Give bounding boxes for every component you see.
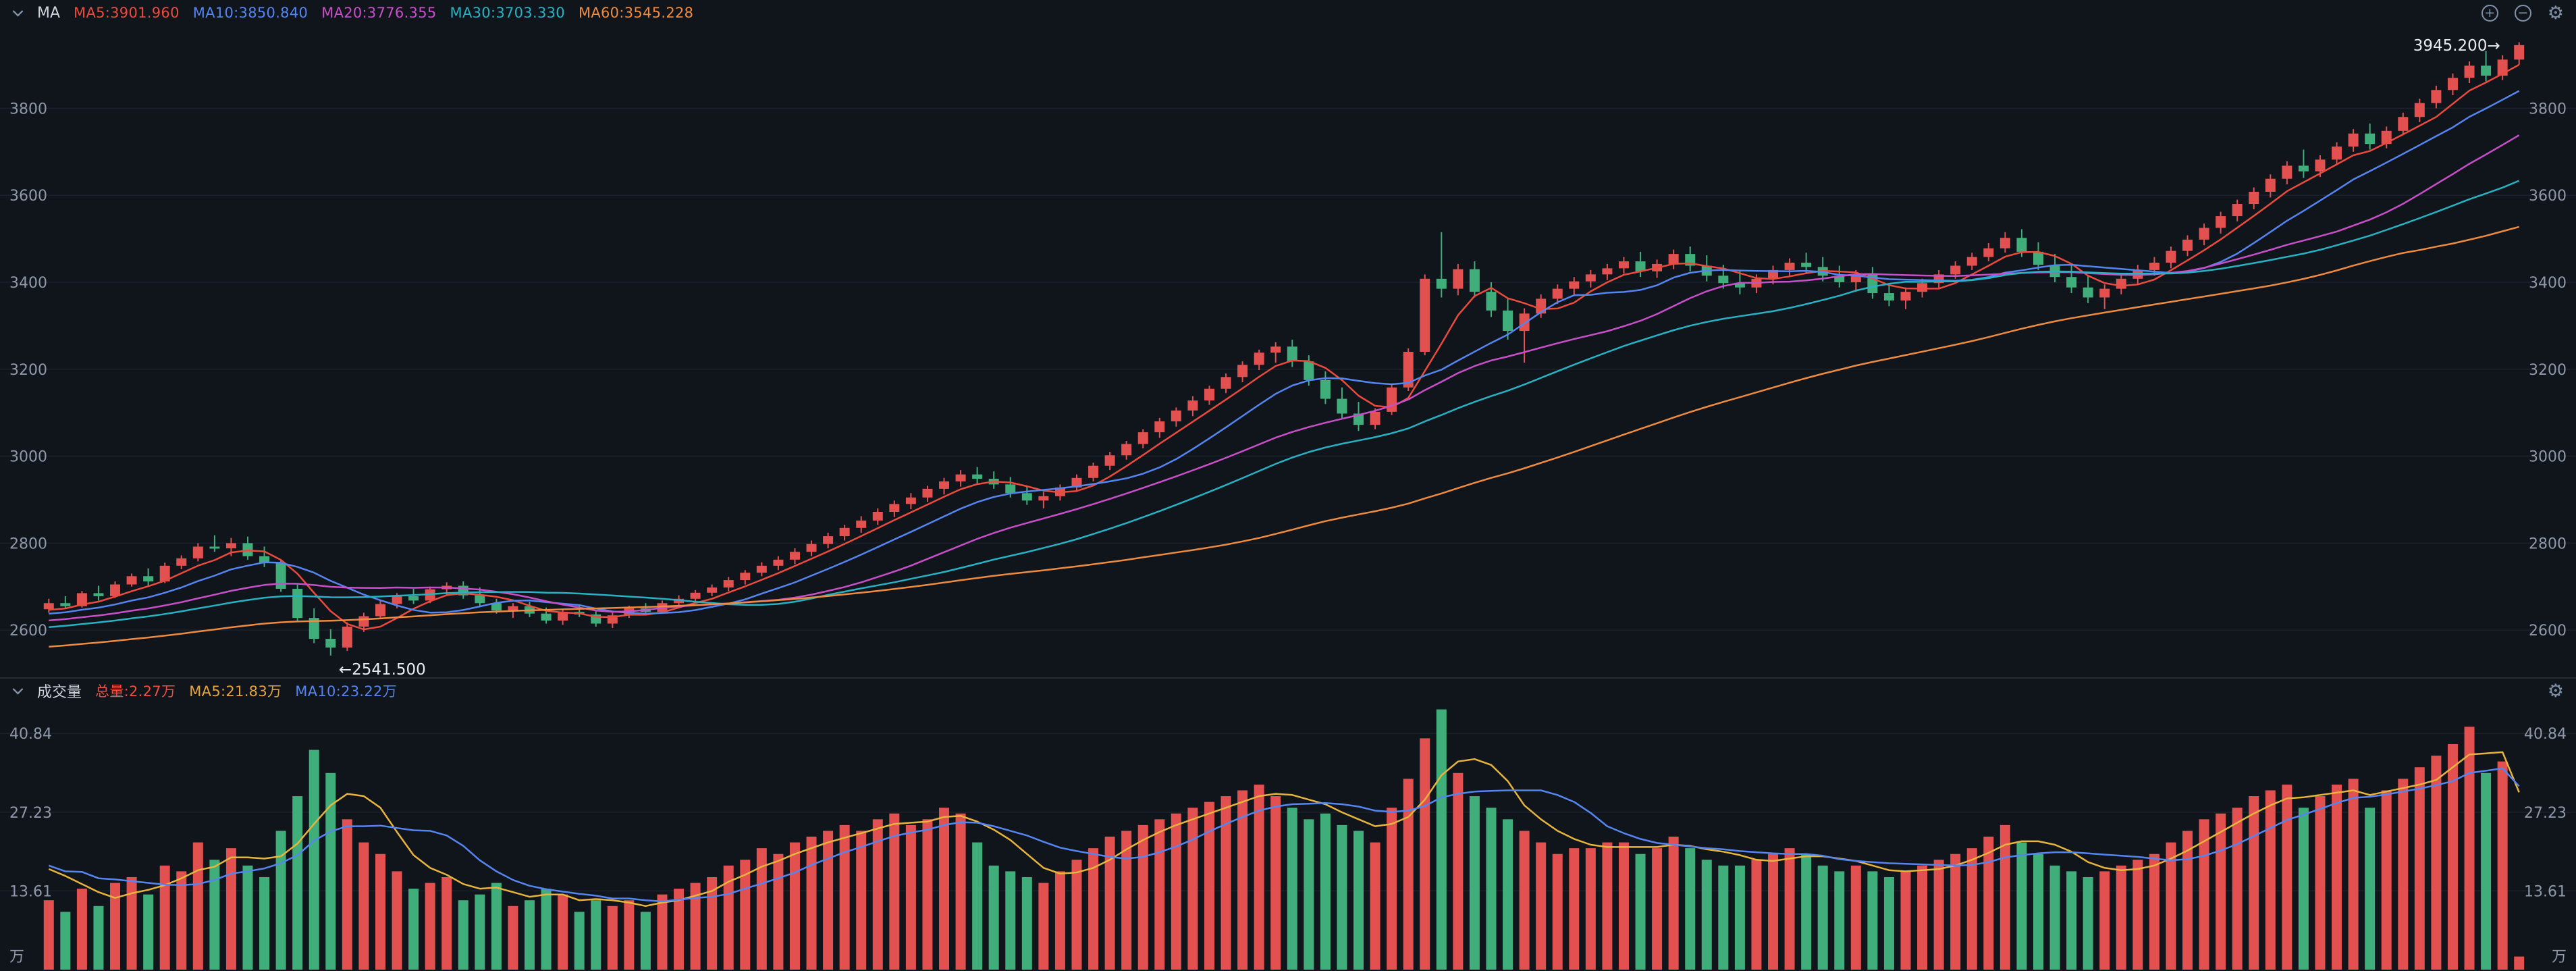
gridlines-layer — [0, 107, 2576, 892]
axis-labels-layer: 2600 2600 2800 2800 3000 3000 3200 3200 3400 3400… — [9, 101, 2567, 966]
axis-tick-label: 3200 — [9, 362, 47, 379]
main-chart-header: MA MA5:3901.960 MA10:3850.840 MA20:3776.… — [0, 0, 2576, 26]
axis-tick-label: 3000 — [2529, 449, 2567, 466]
ma60-legend-value: MA60:3545.228 — [578, 5, 694, 21]
ma-lines-layer — [49, 63, 2520, 648]
axis-tick-label: 40.84 — [9, 726, 52, 743]
axis-tick-label: 万 — [2552, 949, 2567, 966]
axis-tick-label: 27.23 — [2524, 805, 2567, 822]
axis-tick-label: 2600 — [9, 623, 47, 639]
zoom-in-icon[interactable]: + — [2481, 4, 2498, 22]
ma5-legend-value: MA5:3901.960 — [74, 5, 180, 21]
axis-tick-label: 2800 — [2529, 535, 2567, 552]
zoom-out-icon[interactable]: − — [2514, 4, 2531, 22]
volume-bars-layer — [43, 709, 2525, 970]
axis-tick-label: 3400 — [2529, 275, 2567, 292]
low-price-annotation: ←2541.500 — [339, 661, 426, 679]
axis-tick-label: 3800 — [2529, 101, 2567, 117]
axis-tick-label: 40.84 — [2524, 726, 2567, 743]
chart-toolbar: + − ⚙ — [2481, 4, 2564, 22]
axis-tick-label: 3000 — [9, 449, 47, 466]
volume-ma-lines-layer — [48, 751, 2520, 908]
axis-tick-label: 13.61 — [2524, 883, 2567, 900]
axis-tick-label: 3800 — [9, 101, 47, 117]
axis-tick-label: 2600 — [2529, 623, 2567, 639]
annotations-layer: ←2541.500 3945.200→ — [339, 37, 2500, 679]
settings-icon[interactable]: ⚙ — [2547, 2, 2564, 24]
volume-panel-title[interactable]: 成交量 — [37, 684, 82, 701]
volume-ma5-value: MA5:21.83万 — [189, 683, 282, 700]
axis-tick-label: 万 — [9, 949, 24, 966]
axis-tick-label: 3600 — [2529, 188, 2567, 205]
candles-layer — [43, 42, 2525, 656]
volume-ma10-value: MA10:23.22万 — [295, 683, 397, 700]
chevron-down-icon[interactable] — [12, 9, 24, 17]
axis-tick-label: 27.23 — [9, 805, 52, 822]
axis-tick-label: 13.61 — [9, 883, 52, 900]
axis-tick-label: 3600 — [9, 188, 47, 205]
ma10-legend-value: MA10:3850.840 — [192, 5, 308, 21]
settings-icon[interactable]: ⚙ — [2547, 680, 2564, 702]
current-price-annotation: 3945.200→ — [2413, 37, 2500, 55]
axis-tick-label: 3200 — [2529, 362, 2567, 379]
axis-tick-label: 3400 — [9, 275, 47, 292]
volume-panel-header: 成交量 总量:2.27万 MA5:21.83万 MA10:23.22万 ⚙ — [0, 678, 2576, 704]
indicator-selector[interactable]: MA — [37, 4, 61, 22]
volume-toolbar: ⚙ — [2548, 682, 2564, 700]
axis-tick-label: 2800 — [9, 535, 47, 552]
chevron-down-icon[interactable] — [12, 687, 24, 695]
volume-total-value: 总量:2.27万 — [95, 683, 176, 700]
ma30-legend-value: MA30:3703.330 — [450, 5, 565, 21]
ma20-legend-value: MA20:3776.355 — [321, 5, 437, 21]
